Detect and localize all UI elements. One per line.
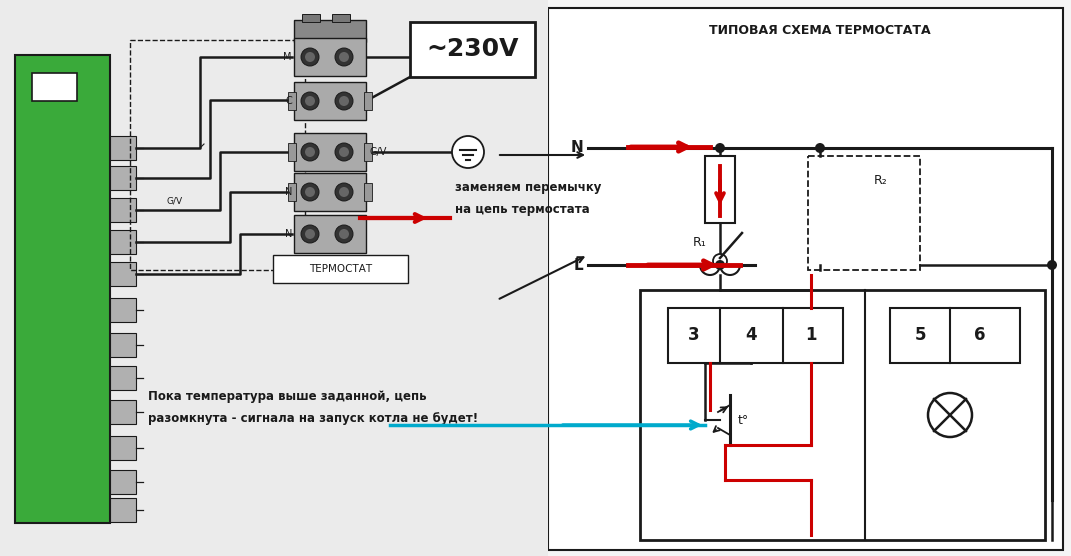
Circle shape	[340, 229, 349, 239]
Circle shape	[335, 92, 353, 110]
Text: L: L	[573, 257, 583, 272]
Bar	[295, 173, 366, 211]
Bar	[110, 436, 136, 460]
Text: N: N	[570, 141, 583, 156]
Bar	[410, 22, 536, 77]
Bar	[110, 366, 136, 390]
Circle shape	[1047, 260, 1057, 270]
Text: N: N	[285, 229, 292, 239]
Text: R₁: R₁	[693, 236, 707, 250]
Bar	[640, 290, 1045, 540]
Text: C: C	[285, 96, 292, 106]
Circle shape	[305, 52, 315, 62]
Circle shape	[305, 187, 315, 197]
Text: t°: t°	[738, 414, 750, 426]
Circle shape	[713, 254, 727, 268]
Bar	[273, 255, 408, 283]
Bar	[668, 308, 843, 363]
Bar	[364, 92, 372, 110]
Bar	[15, 55, 110, 523]
Bar	[364, 183, 372, 201]
Bar	[110, 166, 136, 190]
Bar	[110, 498, 136, 522]
Circle shape	[340, 96, 349, 106]
Bar	[130, 40, 305, 270]
Bar	[288, 183, 296, 201]
Bar	[705, 156, 735, 223]
Text: G/V: G/V	[369, 147, 388, 157]
Text: R₂: R₂	[874, 174, 888, 187]
Circle shape	[815, 143, 825, 153]
Bar	[32, 73, 77, 101]
Bar	[288, 143, 296, 161]
Bar	[295, 82, 366, 120]
Text: Пока температура выше заданной, цепь: Пока температура выше заданной, цепь	[148, 390, 426, 403]
Bar	[302, 14, 320, 22]
Circle shape	[305, 96, 315, 106]
Bar	[110, 333, 136, 357]
Text: 6: 6	[975, 326, 985, 344]
Bar	[288, 92, 296, 110]
Bar	[110, 298, 136, 322]
Bar	[110, 198, 136, 222]
Circle shape	[301, 143, 319, 161]
Bar	[110, 400, 136, 424]
Text: разомкнута - сигнала на запуск котла не будет!: разомкнута - сигнала на запуск котла не …	[148, 412, 478, 425]
Bar	[548, 8, 1064, 550]
Bar	[295, 215, 366, 253]
Circle shape	[340, 52, 349, 62]
Bar	[808, 156, 920, 270]
Circle shape	[301, 92, 319, 110]
Circle shape	[340, 187, 349, 197]
Bar	[110, 262, 136, 286]
Circle shape	[452, 136, 484, 168]
Circle shape	[715, 260, 725, 270]
Bar	[110, 136, 136, 160]
Text: M: M	[284, 52, 292, 62]
Text: ТЕРМОСТАТ: ТЕРМОСТАТ	[310, 264, 373, 274]
Text: N: N	[285, 187, 292, 197]
Circle shape	[715, 143, 725, 153]
Bar	[110, 230, 136, 254]
Bar	[332, 14, 350, 22]
Circle shape	[301, 48, 319, 66]
Bar	[890, 308, 1020, 363]
Circle shape	[301, 225, 319, 243]
Circle shape	[305, 229, 315, 239]
Bar	[295, 38, 366, 76]
Text: 3: 3	[689, 326, 699, 344]
Circle shape	[927, 393, 972, 437]
Text: ~230V: ~230V	[426, 37, 518, 62]
Text: 5: 5	[915, 326, 925, 344]
Circle shape	[335, 183, 353, 201]
Text: ТИПОВАЯ СХЕМА ТЕРМОСТАТА: ТИПОВАЯ СХЕМА ТЕРМОСТАТА	[709, 23, 931, 37]
Circle shape	[305, 147, 315, 157]
Circle shape	[335, 48, 353, 66]
Bar	[295, 20, 366, 42]
Bar	[0, 0, 548, 556]
Text: 4: 4	[745, 326, 757, 344]
Text: 1: 1	[805, 326, 817, 344]
Bar	[110, 470, 136, 494]
Circle shape	[340, 147, 349, 157]
Text: на цепь термостата: на цепь термостата	[455, 203, 590, 216]
Bar	[295, 133, 366, 171]
Circle shape	[335, 143, 353, 161]
Text: G/V: G/V	[167, 196, 183, 205]
Circle shape	[301, 183, 319, 201]
Bar	[364, 143, 372, 161]
Circle shape	[335, 225, 353, 243]
Text: заменяем перемычку: заменяем перемычку	[455, 181, 602, 195]
